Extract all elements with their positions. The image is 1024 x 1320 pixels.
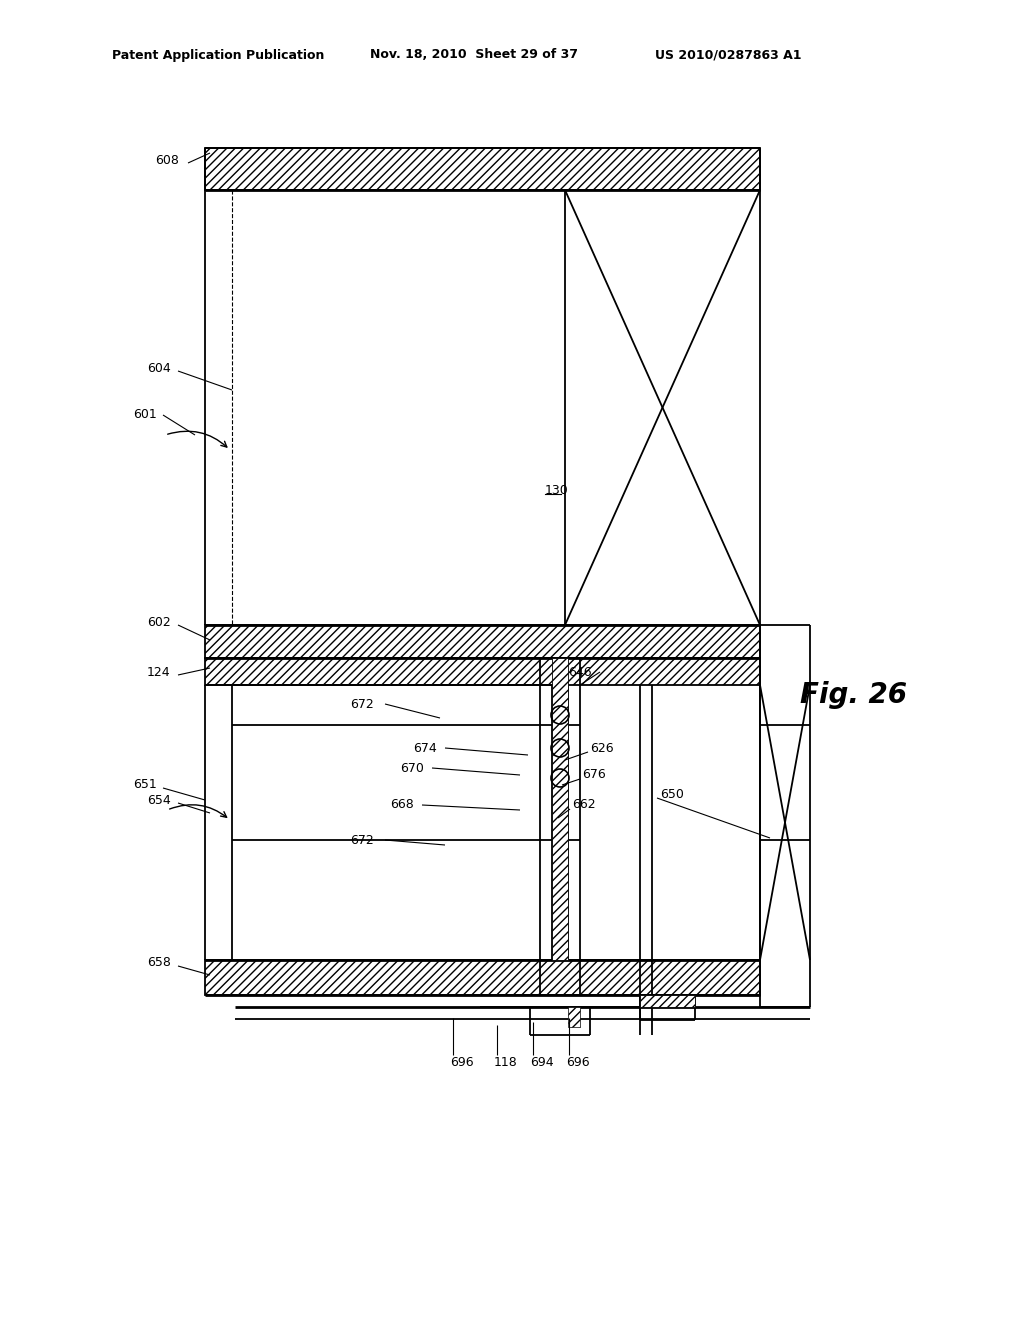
Text: 130: 130	[545, 483, 568, 496]
Text: 676: 676	[582, 768, 606, 781]
Bar	[205, 624, 760, 657]
Text: 626: 626	[590, 742, 613, 755]
Text: 672: 672	[350, 697, 374, 710]
Text: 658: 658	[147, 957, 171, 969]
Text: 124: 124	[147, 665, 171, 678]
Text: 668: 668	[390, 799, 414, 812]
Text: 646: 646	[568, 665, 592, 678]
Text: 608: 608	[155, 153, 179, 166]
Text: 118: 118	[494, 1056, 518, 1068]
Text: 650: 650	[660, 788, 684, 801]
Bar	[205, 960, 760, 995]
Text: 696: 696	[450, 1056, 474, 1068]
Text: Patent Application Publication: Patent Application Publication	[112, 49, 325, 62]
Text: US 2010/0287863 A1: US 2010/0287863 A1	[655, 49, 802, 62]
Text: 654: 654	[147, 793, 171, 807]
Text: Fig. 26: Fig. 26	[800, 681, 907, 709]
Text: 670: 670	[400, 762, 424, 775]
Text: 604: 604	[147, 362, 171, 375]
Bar	[568, 1007, 580, 1027]
Text: 662: 662	[572, 799, 596, 812]
Text: Nov. 18, 2010  Sheet 29 of 37: Nov. 18, 2010 Sheet 29 of 37	[370, 49, 578, 62]
Bar	[552, 657, 568, 960]
Text: 602: 602	[147, 615, 171, 628]
Text: 651: 651	[133, 779, 157, 792]
Text: 694: 694	[530, 1056, 554, 1068]
Text: 672: 672	[350, 833, 374, 846]
Bar	[205, 148, 760, 190]
Bar	[640, 995, 695, 1007]
Text: 601: 601	[133, 408, 157, 421]
Bar	[205, 657, 760, 685]
Text: 674: 674	[413, 742, 437, 755]
Text: 696: 696	[566, 1056, 590, 1068]
